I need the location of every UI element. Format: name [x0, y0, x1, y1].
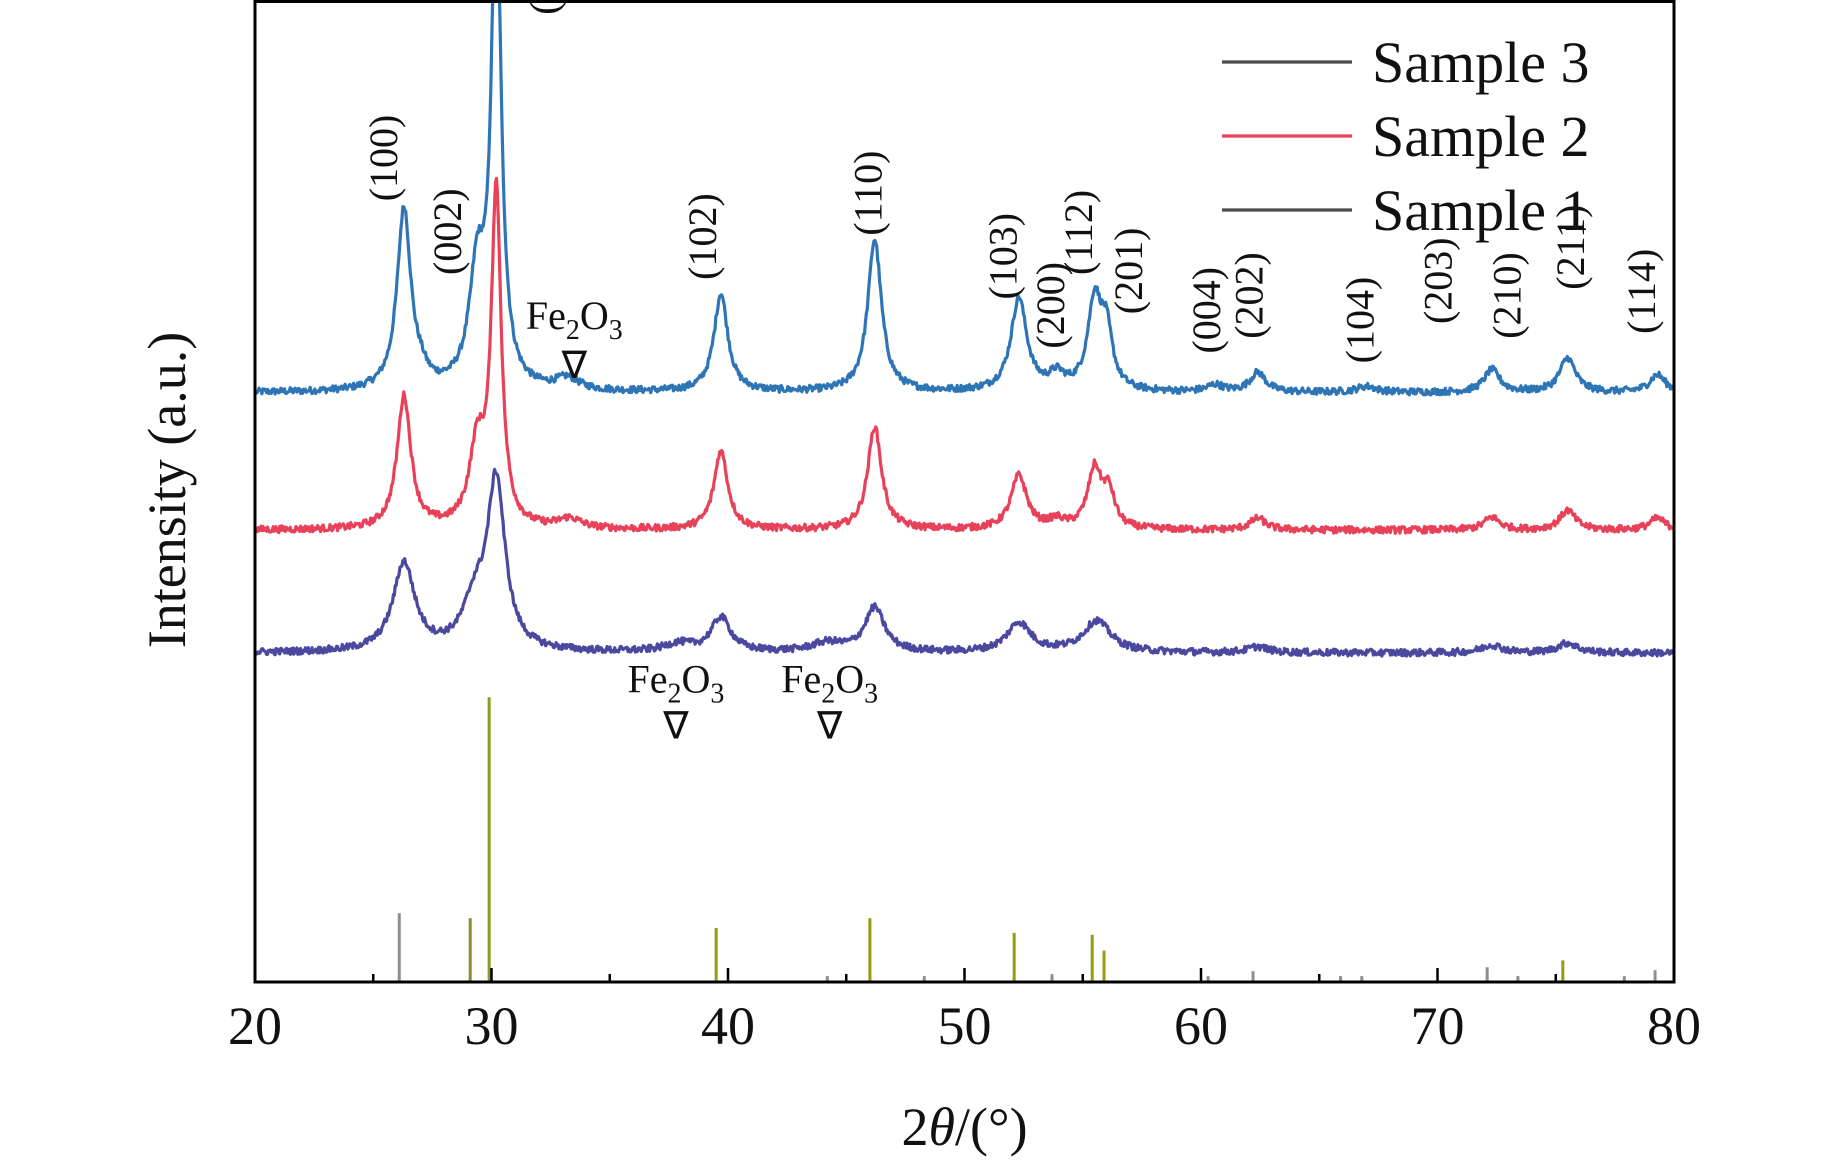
x-tick-label: 60: [1174, 996, 1228, 1056]
fe2o3-marker-icon: ∇: [561, 343, 588, 387]
hkl-label: (211): [1548, 205, 1593, 290]
x-tick-label: 40: [701, 996, 755, 1056]
legend-label: Sample 3: [1372, 30, 1589, 95]
fe2o3-marker-icon: ∇: [816, 703, 843, 747]
hkl-label: (004): [1184, 267, 1229, 354]
fe2o3-annotation: Fe2O3∇: [628, 656, 725, 747]
x-tick-label: 30: [465, 996, 519, 1056]
hkl-labels: (100) (002) (101) (102) (110) (103)(200)(112)…: [361, 0, 1664, 363]
series-line-sample-1: [255, 467, 1675, 658]
x-tick-label: 70: [1411, 996, 1465, 1056]
hkl-label: (002): [425, 188, 470, 275]
hkl-label: (100): [361, 115, 406, 202]
x-axis-ticks: 20 30 40 50 60 70 80: [228, 968, 1701, 1056]
hkl-label: (112): [1056, 190, 1101, 275]
hkl-label: (202): [1226, 252, 1271, 339]
hkl-label: (104): [1338, 277, 1383, 364]
series-line-sample-3: [254, 0, 1675, 397]
hkl-label: (203): [1416, 237, 1461, 324]
hkl-label: (200): [1028, 262, 1073, 349]
hkl-label: (101): [522, 0, 567, 15]
legend-label: Sample 1: [1372, 178, 1589, 243]
x-title-theta: θ: [928, 1097, 955, 1157]
legend-label: Sample 2: [1372, 104, 1589, 169]
hkl-label: (114): [1619, 249, 1664, 334]
series-line-sample-2: [255, 176, 1675, 535]
hkl-label: (110): [846, 151, 891, 236]
x-title-prefix: 2: [901, 1097, 928, 1157]
fe2o3-label: Fe2O3: [781, 656, 878, 709]
x-tick-label: 20: [228, 996, 282, 1056]
y-axis-title: Intensity (a.u.): [137, 332, 197, 648]
x-tick-label: 50: [938, 996, 992, 1056]
x-tick-label: 80: [1647, 996, 1701, 1056]
annotations: Fe2O3∇Fe2O3∇Fe2O3∇: [526, 293, 878, 747]
fe2o3-label: Fe2O3: [628, 656, 725, 709]
hkl-label: (210): [1484, 252, 1529, 339]
x-title-suffix: /(°): [955, 1097, 1028, 1157]
legend: Sample 3 Sample 2 Sample 1: [1222, 30, 1589, 243]
series-group: [254, 0, 1675, 658]
hkl-label: (201): [1106, 228, 1151, 315]
hkl-label: (102): [680, 193, 725, 280]
fe2o3-annotation: Fe2O3∇: [781, 656, 878, 747]
reference-lines: [397, 697, 1657, 982]
x-axis-title: 2θ/(°): [901, 1097, 1027, 1157]
hkl-label: (103): [981, 213, 1026, 300]
fe2o3-label: Fe2O3: [526, 293, 623, 346]
fe2o3-annotation: Fe2O3∇: [526, 293, 623, 387]
fe2o3-marker-icon: ∇: [662, 703, 689, 747]
